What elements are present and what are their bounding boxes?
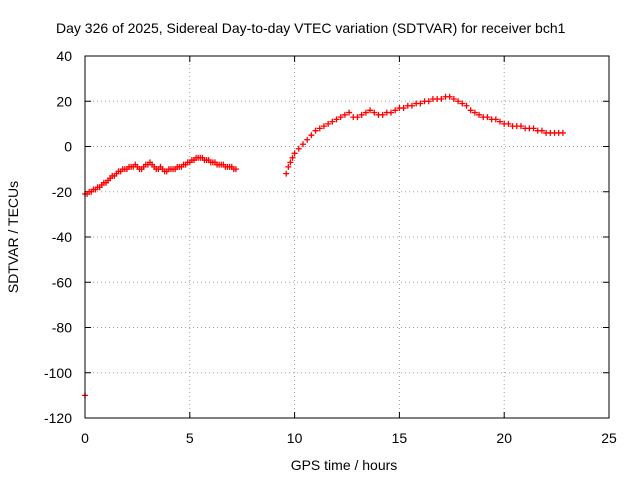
data-point bbox=[289, 154, 296, 161]
data-point bbox=[367, 107, 374, 114]
data-point bbox=[459, 100, 466, 107]
data-point bbox=[333, 116, 340, 123]
data-point bbox=[450, 95, 457, 102]
data-point bbox=[316, 125, 323, 132]
y-tick-label: 20 bbox=[56, 93, 72, 109]
data-point bbox=[354, 114, 361, 121]
data-point bbox=[476, 111, 483, 118]
data-point bbox=[341, 111, 348, 118]
data-point bbox=[320, 123, 327, 130]
data-point bbox=[346, 109, 353, 116]
y-tick-label: -40 bbox=[52, 229, 72, 245]
data-point bbox=[283, 170, 290, 177]
chart-title: Day 326 of 2025, Sidereal Day-to-day VTE… bbox=[56, 20, 566, 36]
data-point bbox=[492, 116, 499, 123]
data-point bbox=[484, 114, 491, 121]
data-point bbox=[463, 102, 470, 109]
series-segment-afternoon bbox=[283, 93, 566, 177]
data-point bbox=[408, 102, 415, 109]
x-tick-label: 15 bbox=[392, 430, 408, 446]
y-tick-label: -60 bbox=[52, 274, 72, 290]
plot-frame bbox=[84, 55, 610, 419]
y-tick-label: 40 bbox=[56, 48, 72, 64]
data-point bbox=[285, 163, 292, 170]
y-tick-label: -100 bbox=[44, 365, 72, 381]
data-point bbox=[362, 109, 369, 116]
data-point bbox=[417, 100, 424, 107]
x-tick-label: 5 bbox=[186, 430, 194, 446]
data-point bbox=[392, 107, 399, 114]
data-point bbox=[329, 118, 336, 125]
data-point bbox=[559, 129, 566, 136]
y-tick-label: -120 bbox=[44, 410, 72, 426]
data-point bbox=[505, 120, 512, 127]
x-tick-label: 20 bbox=[496, 430, 512, 446]
data-point bbox=[455, 98, 462, 105]
data-point bbox=[425, 98, 432, 105]
x-tick-label: 25 bbox=[601, 430, 617, 446]
data-point bbox=[358, 111, 365, 118]
data-point bbox=[337, 114, 344, 121]
y-tick-label: 0 bbox=[64, 139, 72, 155]
data-point bbox=[299, 141, 306, 148]
data-point bbox=[379, 111, 386, 118]
y-axis-label: SDTVAR / TECUs bbox=[5, 181, 21, 293]
data-point bbox=[304, 136, 311, 143]
data-point bbox=[232, 166, 239, 173]
data-point bbox=[538, 127, 545, 134]
data-point bbox=[287, 159, 294, 166]
data-point bbox=[467, 107, 474, 114]
x-tick-label: 0 bbox=[81, 430, 89, 446]
data-point bbox=[308, 132, 315, 139]
x-tick-label: 10 bbox=[287, 430, 303, 446]
data-point bbox=[291, 150, 298, 157]
data-point bbox=[388, 109, 395, 116]
data-point bbox=[517, 123, 524, 130]
data-point bbox=[530, 125, 537, 132]
y-tick-label: -80 bbox=[52, 320, 72, 336]
data-point bbox=[446, 93, 453, 100]
x-axis-label: GPS time / hours bbox=[291, 457, 398, 473]
axis-ticks: 0 5 10 15 20 25 40 20 0 -20 -40 -60 -80 -100 -120 bbox=[44, 48, 617, 446]
y-tick-label: -20 bbox=[52, 184, 72, 200]
grid bbox=[85, 56, 609, 418]
data-point bbox=[325, 120, 332, 127]
data-point bbox=[295, 145, 302, 152]
data-point bbox=[471, 109, 478, 116]
data-point bbox=[371, 109, 378, 116]
series-segment-morning bbox=[82, 154, 239, 198]
data-points bbox=[82, 93, 566, 399]
data-point bbox=[438, 95, 445, 102]
data-point bbox=[497, 118, 504, 125]
data-point bbox=[312, 127, 319, 134]
data-point bbox=[400, 105, 407, 112]
